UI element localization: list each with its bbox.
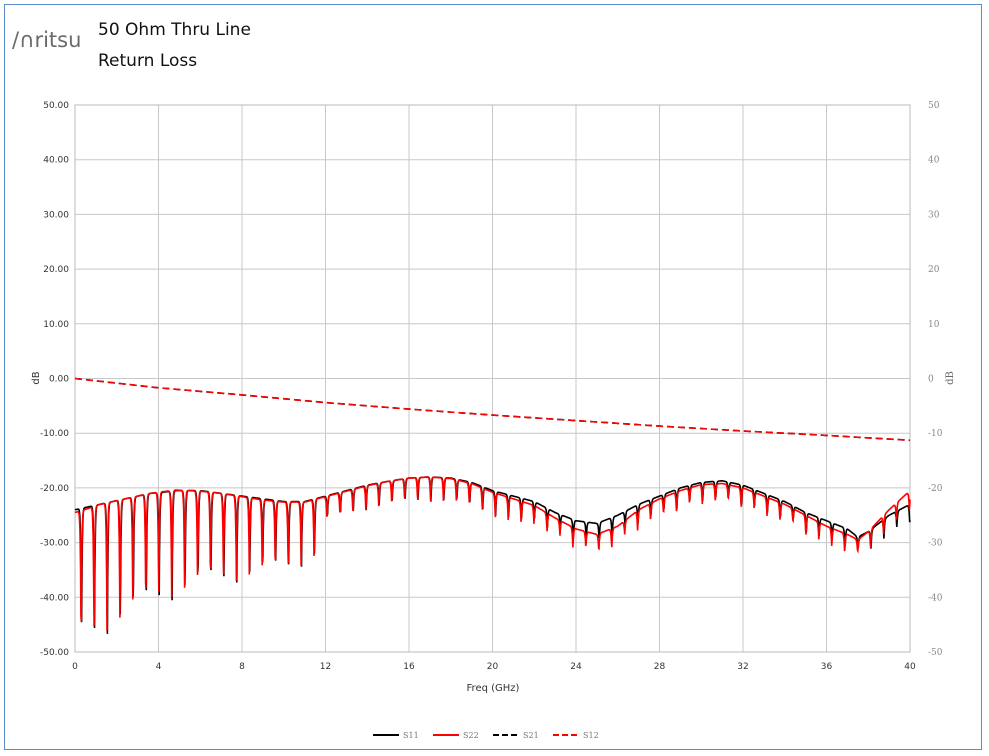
- y-tick-label-right: -10: [928, 429, 943, 439]
- x-tick-label: 20: [487, 662, 499, 672]
- x-tick-label: 8: [239, 662, 245, 672]
- x-tick-label: 16: [403, 662, 415, 672]
- y-tick-label: 50.00: [43, 101, 69, 111]
- y-tick-label: -10.00: [40, 429, 69, 439]
- legend-label-s11: S11: [403, 731, 419, 740]
- series-line-s22: [74, 476, 911, 631]
- y-tick-label-right: -20: [928, 484, 943, 494]
- y-tick-label: 30.00: [43, 210, 69, 220]
- y-axis-label-right: dB: [945, 371, 956, 385]
- y-tick-label-right: -40: [928, 593, 943, 603]
- x-tick-label: 32: [737, 662, 748, 672]
- x-tick-label: 24: [570, 662, 582, 672]
- x-tick-label: 4: [156, 662, 162, 672]
- x-tick-label: 28: [654, 662, 666, 672]
- chart-grid: [74, 104, 911, 653]
- y-tick-label-right: 10: [928, 320, 940, 330]
- y-tick-label: 40.00: [43, 156, 69, 166]
- y-tick-label-right: 50: [928, 101, 940, 111]
- x-tick-label: 0: [72, 662, 78, 672]
- legend-label-s12: S12: [583, 731, 599, 740]
- x-tick-label: 36: [821, 662, 833, 672]
- chart-legend: S11 S22 S21 S12: [373, 731, 599, 740]
- y-tick-label: -30.00: [40, 539, 69, 549]
- y-tick-label: -20.00: [40, 484, 69, 494]
- series-line-s12: [74, 377, 911, 442]
- x-axis-label: Freq (GHz): [467, 683, 520, 694]
- y-tick-label-right: -50: [928, 648, 943, 658]
- legend-label-s21: S21: [523, 731, 539, 740]
- y-tick-label: 10.00: [43, 320, 69, 330]
- chart-series: [74, 377, 911, 634]
- y-tick-label-right: -30: [928, 539, 943, 549]
- x-tick-label: 12: [320, 662, 331, 672]
- legend-label-s22: S22: [463, 731, 479, 740]
- y-tick-label: 0.00: [49, 375, 69, 385]
- chart-subtitle: Return Loss: [98, 51, 198, 71]
- y-tick-label: 20.00: [43, 265, 69, 275]
- y-tick-label-right: 20: [928, 265, 940, 275]
- y-tick-label: -40.00: [40, 593, 69, 603]
- y-tick-label-right: 0: [928, 375, 934, 385]
- y-tick-label: -50.00: [40, 648, 69, 658]
- y-tick-label-right: 30: [928, 210, 940, 220]
- y-tick-label-right: 40: [928, 156, 940, 166]
- x-tick-label: 40: [904, 662, 916, 672]
- anritsu-logo: /∩ritsu: [12, 28, 82, 52]
- chart-title: 50 Ohm Thru Line: [98, 20, 251, 40]
- y-axis-label: dB: [31, 371, 42, 384]
